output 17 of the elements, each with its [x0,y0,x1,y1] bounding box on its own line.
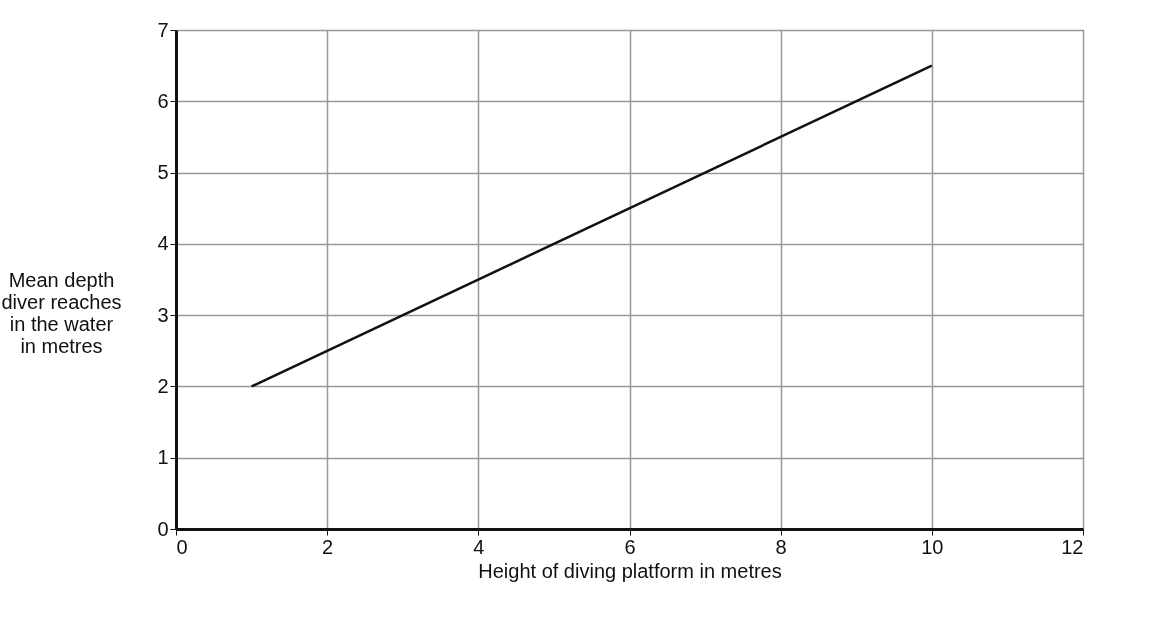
x-tick-label: 6 [624,535,636,558]
x-axis-title: Height of diving platform in metres [478,559,782,582]
y-tick-label: 6 [157,89,169,112]
x-tick-label: 0 [176,535,188,558]
x-tick-label: 2 [322,535,334,558]
x-tick-label: 8 [775,535,787,558]
y-tick-label: 5 [157,161,169,184]
y-tick-label: 0 [157,517,169,540]
y-tick-label: 2 [157,374,169,397]
x-tick-label: 12 [1061,535,1084,558]
y-tick-label: 1 [157,446,169,469]
y-tick-label: 7 [157,18,169,41]
y-tick-label: 4 [157,232,169,255]
x-tick-label: 4 [473,535,485,558]
x-tick-label: 10 [921,535,944,558]
y-axis-title: Mean depth diver reaches in the water in metres [1,268,122,357]
y-tick-label: 3 [157,303,169,326]
